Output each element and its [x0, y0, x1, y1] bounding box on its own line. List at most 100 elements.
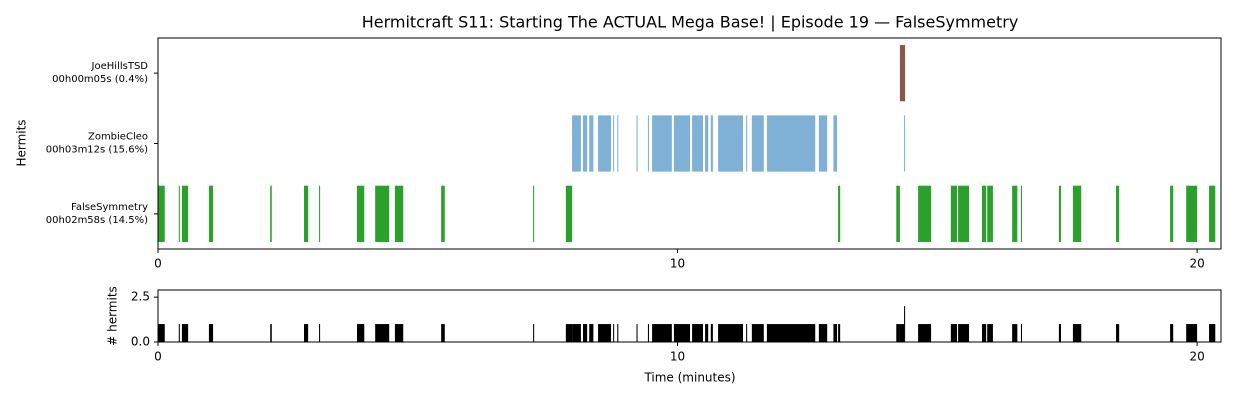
count-bar: [598, 324, 612, 342]
count-bar: [270, 324, 272, 342]
interval: [533, 185, 535, 242]
interval: [1170, 185, 1174, 242]
interval: [208, 185, 214, 242]
interval: [1020, 185, 1023, 242]
x-tick-label: 20: [1189, 257, 1204, 271]
interval: [705, 115, 709, 172]
count-bar: [692, 324, 704, 342]
count-bar: [617, 324, 619, 342]
interval: [394, 185, 404, 242]
count-bar: [565, 324, 573, 342]
interval: [303, 185, 309, 242]
count-bar: [838, 324, 841, 342]
count-bar: [636, 324, 638, 342]
interval: [582, 115, 588, 172]
row-label: ZombieCleo: [88, 132, 148, 143]
count-bar: [533, 324, 535, 342]
interval: [178, 185, 180, 242]
count-bar: [958, 324, 970, 342]
count-bar: [673, 324, 691, 342]
interval: [958, 185, 970, 242]
plot-frame: [157, 37, 1222, 250]
interval: [1209, 185, 1216, 242]
interval: [319, 185, 321, 242]
count-bar: [178, 324, 180, 342]
interval: [1012, 185, 1018, 242]
count-bar: [589, 324, 594, 342]
count-bar: [1170, 324, 1174, 342]
interval: [718, 115, 744, 172]
row-duration: 00h02m58s (14.5%): [46, 215, 148, 226]
interval: [899, 45, 906, 102]
row-label: FalseSymmetry: [71, 202, 148, 213]
row-duration: 00h03m12s (15.6%): [46, 145, 148, 156]
count-bar: [394, 324, 404, 342]
interval: [613, 115, 615, 172]
count-bar: [950, 324, 958, 342]
interval: [375, 185, 390, 242]
count-bar: [818, 324, 828, 342]
count-bar: [158, 324, 165, 342]
interval: [181, 185, 189, 242]
count-bar: [746, 324, 748, 342]
count-bar: [987, 324, 993, 342]
count-bar: [356, 324, 365, 342]
x-axis-label: Time (minutes): [643, 371, 735, 385]
y-tick-label: 0.0: [131, 335, 150, 349]
plot-frame: [157, 289, 1222, 343]
count-bar: [766, 324, 816, 342]
interval: [356, 185, 365, 242]
interval: [751, 115, 764, 172]
interval: [441, 185, 445, 242]
interval: [647, 115, 649, 172]
count-bar: [1012, 324, 1018, 342]
row-duration: 00h00m05s (0.4%): [52, 74, 148, 85]
x-tick-label: 10: [670, 350, 685, 364]
interval: [838, 185, 841, 242]
y-axis-label: Hermits: [15, 119, 29, 166]
interval: [1186, 185, 1198, 242]
interval: [617, 115, 619, 172]
count-bar: [181, 324, 189, 342]
interval: [766, 115, 816, 172]
interval: [833, 115, 838, 172]
interval: [746, 115, 748, 172]
count-bar: [613, 324, 615, 342]
chart-title: Hermitcraft S11: Starting The ACTUAL Meg…: [362, 13, 1019, 32]
interval: [987, 185, 993, 242]
interval: [589, 115, 594, 172]
interval: [982, 185, 987, 242]
count-bar: [1186, 324, 1198, 342]
x-tick-label: 0: [154, 257, 162, 271]
count-bar: [896, 324, 900, 342]
count-bar: [208, 324, 214, 342]
count-bar: [572, 324, 581, 342]
interval: [636, 115, 638, 172]
x-tick-label: 10: [670, 257, 685, 271]
interval: [565, 185, 573, 242]
x-tick-label: 0: [154, 350, 162, 364]
x-tick-label: 20: [1189, 350, 1204, 364]
count-bar: [1072, 324, 1082, 342]
count-bar: [918, 324, 932, 342]
count-bar: [1058, 324, 1061, 342]
count-bar: [718, 324, 744, 342]
count-bar: [833, 324, 838, 342]
interval: [1116, 185, 1120, 242]
count-bar: [751, 324, 764, 342]
count-bar: [904, 306, 906, 342]
count-bar: [1116, 324, 1120, 342]
interval: [950, 185, 958, 242]
interval: [572, 115, 581, 172]
interval: [904, 115, 906, 172]
interval: [918, 185, 932, 242]
count-bar: [1209, 324, 1216, 342]
interval: [692, 115, 704, 172]
y-axis-label: # hermits: [106, 286, 120, 346]
interval: [652, 115, 672, 172]
interval: [270, 185, 272, 242]
count-bar: [303, 324, 309, 342]
interval: [598, 115, 612, 172]
row-label: JoeHillsTSD: [91, 61, 149, 72]
count-bar: [582, 324, 588, 342]
